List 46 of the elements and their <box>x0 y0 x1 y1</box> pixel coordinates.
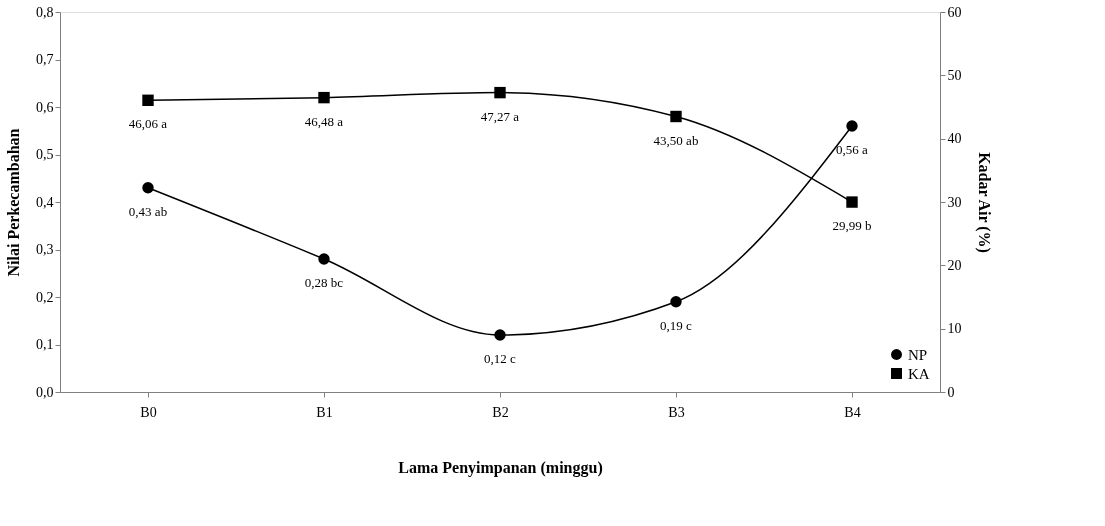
data-label: 47,27 a <box>480 108 520 124</box>
y-tick-label: 0,3 <box>36 242 54 257</box>
x-tick-label: B3 <box>668 404 685 420</box>
x-tick-label: B4 <box>844 404 861 420</box>
y-tick-label: 0,4 <box>36 194 54 210</box>
point <box>318 253 330 265</box>
data-label: 46,48 a <box>304 113 344 129</box>
data-label: 0,28 bc <box>304 275 344 290</box>
point <box>142 94 154 106</box>
point <box>846 196 858 208</box>
legend-label: KA <box>908 365 930 382</box>
point <box>318 91 330 104</box>
point <box>142 182 154 194</box>
y2-tick-label: 20 <box>947 257 962 273</box>
data-label: 0,12 c <box>484 351 517 366</box>
y-tick-label: 0,7 <box>36 52 54 67</box>
y2-tick-label: 50 <box>947 67 962 83</box>
point <box>670 296 682 308</box>
point <box>494 86 506 99</box>
y-tick-label: 0,1 <box>36 337 54 352</box>
y-tick-label: 0,0 <box>36 384 54 400</box>
data-label: 29,99 b <box>832 218 872 234</box>
point <box>670 110 682 123</box>
y-tick-label: 0,2 <box>36 289 54 305</box>
legend-label: NP <box>908 346 928 363</box>
x-tick-label: B0 <box>140 404 157 420</box>
point <box>494 329 506 341</box>
y2-tick-label: 0 <box>947 384 955 400</box>
data-label: 43,50 ab <box>653 132 699 148</box>
y2-tick-label: 30 <box>947 194 962 210</box>
y-tick-label: 0,6 <box>36 99 54 115</box>
y-tick-label: 0,8 <box>36 4 54 20</box>
y2-tick-label: 40 <box>947 131 962 147</box>
y-axis-title: Nilai Perkecambahan <box>5 128 22 277</box>
data-label: 0,43 ab <box>128 203 168 219</box>
data-label: 0,56 a <box>836 142 869 157</box>
x-tick-label: B2 <box>492 404 509 420</box>
y2-axis-title: Kadar Air (%) <box>974 152 993 253</box>
x-tick-label: B1 <box>316 404 333 420</box>
data-label: 46,06 a <box>128 116 168 132</box>
x-axis-title: Lama Penyimpanan (minggu) <box>398 458 603 477</box>
data-label: 0,19 c <box>660 317 693 333</box>
y2-tick-label: 60 <box>947 4 962 20</box>
y2-tick-label: 10 <box>947 321 962 337</box>
y-tick-label: 0,5 <box>36 147 54 162</box>
point <box>846 120 858 132</box>
